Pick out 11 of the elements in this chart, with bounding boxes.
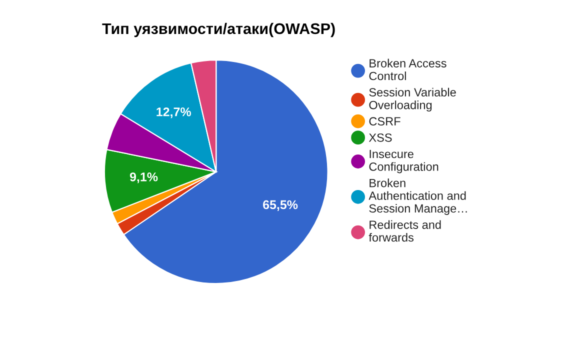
data-label: 12,7% <box>156 107 192 118</box>
chart-title: Тип уязвимости/атаки(OWASP) <box>102 22 335 38</box>
legend-label: Broken Authentication and Session Manage… <box>368 178 467 215</box>
legend-label: Insecure Configuration <box>369 150 438 174</box>
legend-label: Redirects and forwards <box>368 220 441 242</box>
legend-label: CSRF <box>369 117 400 126</box>
data-label: 65,5% <box>263 200 298 211</box>
legend-label: XSS <box>368 133 392 142</box>
legend-label: Session Variable Overloading <box>369 88 456 112</box>
data-label: 9,1% <box>130 172 158 184</box>
legend-label: Broken Access Control <box>369 58 446 80</box>
